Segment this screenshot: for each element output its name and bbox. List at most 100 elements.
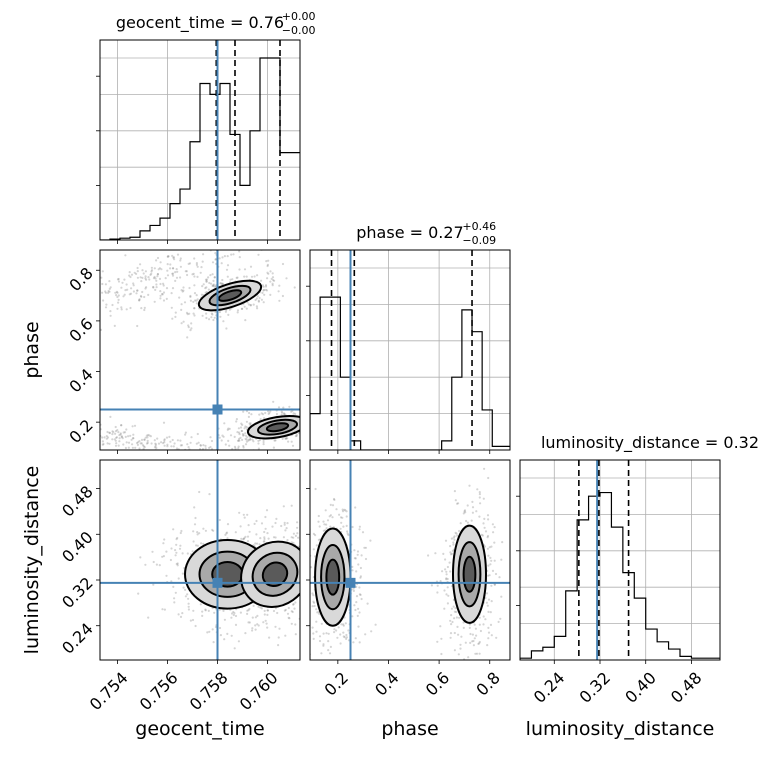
sample-point bbox=[307, 607, 309, 609]
sample-point bbox=[345, 636, 348, 639]
sample-point bbox=[251, 616, 254, 619]
sample-point bbox=[138, 447, 141, 450]
sample-point bbox=[193, 307, 196, 310]
sample-point bbox=[327, 632, 330, 635]
sample-point bbox=[93, 294, 95, 296]
sample-point bbox=[306, 429, 308, 431]
sample-point bbox=[124, 289, 127, 292]
sample-point bbox=[150, 270, 153, 273]
sample-point bbox=[312, 600, 315, 603]
sample-point bbox=[359, 566, 362, 570]
sample-point bbox=[116, 295, 119, 299]
sample-point bbox=[462, 456, 464, 458]
sample-point bbox=[158, 267, 161, 270]
sample-point bbox=[122, 443, 125, 446]
sample-point bbox=[156, 273, 159, 276]
sample-point bbox=[313, 604, 316, 608]
sample-point bbox=[291, 444, 295, 447]
sample-point bbox=[136, 266, 139, 270]
sample-point bbox=[272, 536, 276, 539]
sample-point bbox=[166, 445, 169, 448]
sample-point bbox=[224, 443, 227, 446]
sample-point bbox=[165, 436, 169, 439]
sample-point bbox=[66, 425, 68, 427]
sample-point bbox=[242, 444, 245, 448]
sample-point bbox=[245, 307, 248, 310]
sample-point bbox=[145, 434, 148, 437]
sample-point bbox=[61, 442, 63, 444]
sample-point bbox=[232, 253, 235, 256]
sample-point bbox=[114, 430, 118, 433]
sample-point bbox=[117, 298, 120, 301]
sample-point bbox=[97, 301, 99, 303]
sample-point bbox=[329, 645, 332, 649]
sample-point bbox=[175, 276, 179, 279]
sample-point bbox=[214, 311, 217, 314]
sample-point bbox=[224, 533, 227, 537]
contour-line-0-1 bbox=[208, 284, 252, 307]
sample-point bbox=[210, 316, 213, 319]
sample-point bbox=[256, 274, 259, 277]
sample-point bbox=[245, 275, 248, 278]
sample-point bbox=[490, 634, 493, 637]
sample-point bbox=[42, 425, 44, 427]
sample-point bbox=[454, 499, 457, 502]
sample-point bbox=[471, 633, 474, 636]
sample-point bbox=[331, 417, 333, 419]
sample-point bbox=[261, 284, 264, 287]
sample-point bbox=[193, 523, 197, 526]
sample-point bbox=[183, 301, 187, 304]
sample-point bbox=[100, 276, 103, 279]
sample-point bbox=[169, 267, 172, 270]
sample-point bbox=[246, 609, 249, 612]
sample-point bbox=[450, 614, 453, 617]
sample-point bbox=[196, 432, 199, 436]
sample-point bbox=[257, 447, 260, 450]
sample-point bbox=[246, 436, 249, 439]
sample-point bbox=[442, 552, 445, 556]
sample-point bbox=[201, 260, 204, 263]
sample-point bbox=[189, 295, 192, 298]
sample-point bbox=[277, 290, 280, 293]
sample-point bbox=[238, 439, 241, 442]
sample-point bbox=[271, 525, 274, 528]
sample-point bbox=[243, 305, 246, 308]
sample-point bbox=[464, 641, 467, 644]
sample-point bbox=[263, 609, 266, 613]
sample-point bbox=[295, 433, 298, 436]
sample-point bbox=[306, 573, 308, 575]
sample-point bbox=[158, 277, 162, 280]
sample-point bbox=[179, 444, 182, 447]
panel-geocent_time-vs-luminosity_distance bbox=[96, 459, 308, 664]
contour-line-0-0 bbox=[197, 279, 263, 312]
sample-point bbox=[335, 508, 338, 511]
sample-point bbox=[290, 541, 293, 544]
sample-point bbox=[301, 523, 303, 525]
sample-point bbox=[353, 604, 356, 607]
sample-point bbox=[286, 522, 289, 525]
sample-point bbox=[205, 286, 208, 289]
sample-point bbox=[197, 441, 200, 444]
sample-point bbox=[62, 422, 64, 424]
sample-point bbox=[439, 625, 442, 628]
sample-point bbox=[163, 439, 166, 442]
sample-point bbox=[48, 432, 50, 434]
sample-point bbox=[443, 607, 446, 610]
sample-point bbox=[154, 442, 157, 445]
sample-point bbox=[208, 318, 211, 321]
sample-point bbox=[105, 435, 108, 438]
sample-point bbox=[204, 457, 206, 459]
contour-line-1-1 bbox=[251, 551, 299, 597]
ytick-label-luminosity_distance: 0.32 bbox=[58, 573, 97, 612]
sample-point bbox=[256, 623, 259, 626]
sample-point bbox=[259, 537, 262, 540]
sample-point bbox=[187, 324, 190, 327]
sample-point bbox=[121, 437, 124, 440]
sample-point bbox=[478, 491, 481, 494]
sample-point bbox=[345, 515, 348, 518]
sample-point bbox=[213, 285, 216, 288]
sample-point bbox=[169, 440, 172, 443]
sample-point bbox=[140, 280, 143, 283]
sample-point bbox=[204, 291, 207, 294]
sample-point bbox=[271, 282, 274, 285]
